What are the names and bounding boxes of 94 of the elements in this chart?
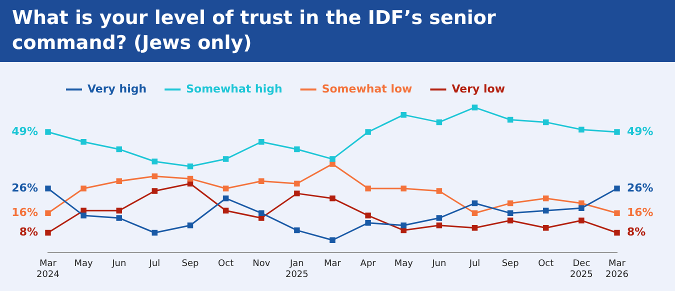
point <box>578 126 584 132</box>
point <box>152 230 158 236</box>
point <box>45 210 51 216</box>
point <box>543 195 549 202</box>
point <box>436 215 442 221</box>
point <box>116 208 122 214</box>
point <box>294 190 300 196</box>
chart-title: What is your level of trust in the IDF’s senior command? (Jews only) <box>12 6 497 56</box>
point <box>258 210 264 216</box>
x-tick-label: Jun <box>111 259 126 270</box>
point <box>152 173 158 180</box>
point <box>330 156 336 162</box>
point <box>222 156 229 162</box>
point <box>187 176 194 182</box>
point <box>116 178 122 184</box>
point <box>543 224 549 231</box>
x-tick-label: Jul <box>148 259 160 270</box>
point <box>116 146 122 152</box>
data-label: 49% <box>12 124 38 138</box>
point <box>330 195 336 202</box>
point <box>330 161 336 167</box>
point <box>80 186 86 192</box>
point <box>543 208 549 214</box>
point <box>472 210 478 216</box>
point <box>543 119 549 126</box>
point <box>187 222 194 228</box>
x-tick-label: Mar 2026 <box>606 259 629 280</box>
x-tick-label: Dec 2025 <box>570 259 593 280</box>
point <box>222 208 229 214</box>
x-tick-label: May <box>394 259 414 270</box>
point <box>578 205 584 212</box>
point <box>436 188 442 194</box>
point <box>222 195 229 202</box>
point <box>614 210 620 216</box>
x-tick-label: Sep <box>502 259 520 270</box>
x-tick-label: Nov <box>252 259 271 270</box>
data-label: 49% <box>627 124 654 138</box>
point <box>365 212 371 218</box>
x-tick-label: May <box>74 259 94 270</box>
data-label: 16% <box>627 206 654 219</box>
point <box>294 227 300 234</box>
data-label: 26% <box>627 181 654 194</box>
x-tick-label: Sep <box>182 259 200 270</box>
point <box>507 218 514 224</box>
x-tick-label: Mar 2024 <box>36 259 60 280</box>
point <box>294 146 300 152</box>
point <box>330 237 336 243</box>
point <box>294 180 300 186</box>
point <box>258 138 264 145</box>
point <box>400 222 406 228</box>
point <box>365 220 371 226</box>
x-tick-label: Oct <box>218 259 234 270</box>
point <box>365 129 371 135</box>
point <box>116 215 122 221</box>
legend-label: Somewhat high <box>186 82 282 96</box>
legend-label: Very high <box>88 82 147 96</box>
data-label: 16% <box>12 206 38 219</box>
point <box>80 212 86 218</box>
point <box>187 164 194 170</box>
point <box>258 178 264 184</box>
legend-label: Very low <box>452 82 506 96</box>
point <box>365 186 371 192</box>
point <box>436 119 442 126</box>
point <box>222 186 229 192</box>
x-tick-label: Mar <box>324 259 342 270</box>
point <box>614 230 620 236</box>
x-tick-label: Jun <box>431 259 446 270</box>
point <box>614 129 620 135</box>
point <box>45 186 51 192</box>
point <box>472 200 478 206</box>
point <box>436 222 442 228</box>
point <box>400 112 406 118</box>
point <box>578 218 584 224</box>
data-label: 8% <box>627 226 646 239</box>
data-label: 26% <box>12 181 38 194</box>
point <box>152 188 158 194</box>
point <box>152 158 158 164</box>
legend-label: Somewhat low <box>322 82 412 96</box>
point <box>507 210 514 216</box>
x-tick-label: Oct <box>538 259 554 270</box>
point <box>614 186 620 192</box>
x-tick-label: Jan 2025 <box>285 259 308 280</box>
x-tick-label: Apr <box>360 259 376 270</box>
point <box>45 129 51 135</box>
point <box>400 186 406 192</box>
point <box>472 224 478 231</box>
x-tick-label: Jul <box>468 259 480 270</box>
point <box>578 200 584 206</box>
point <box>507 200 514 206</box>
point <box>472 104 478 110</box>
point <box>80 138 86 145</box>
data-label: 8% <box>19 226 38 239</box>
point <box>45 230 51 236</box>
point <box>507 116 514 123</box>
